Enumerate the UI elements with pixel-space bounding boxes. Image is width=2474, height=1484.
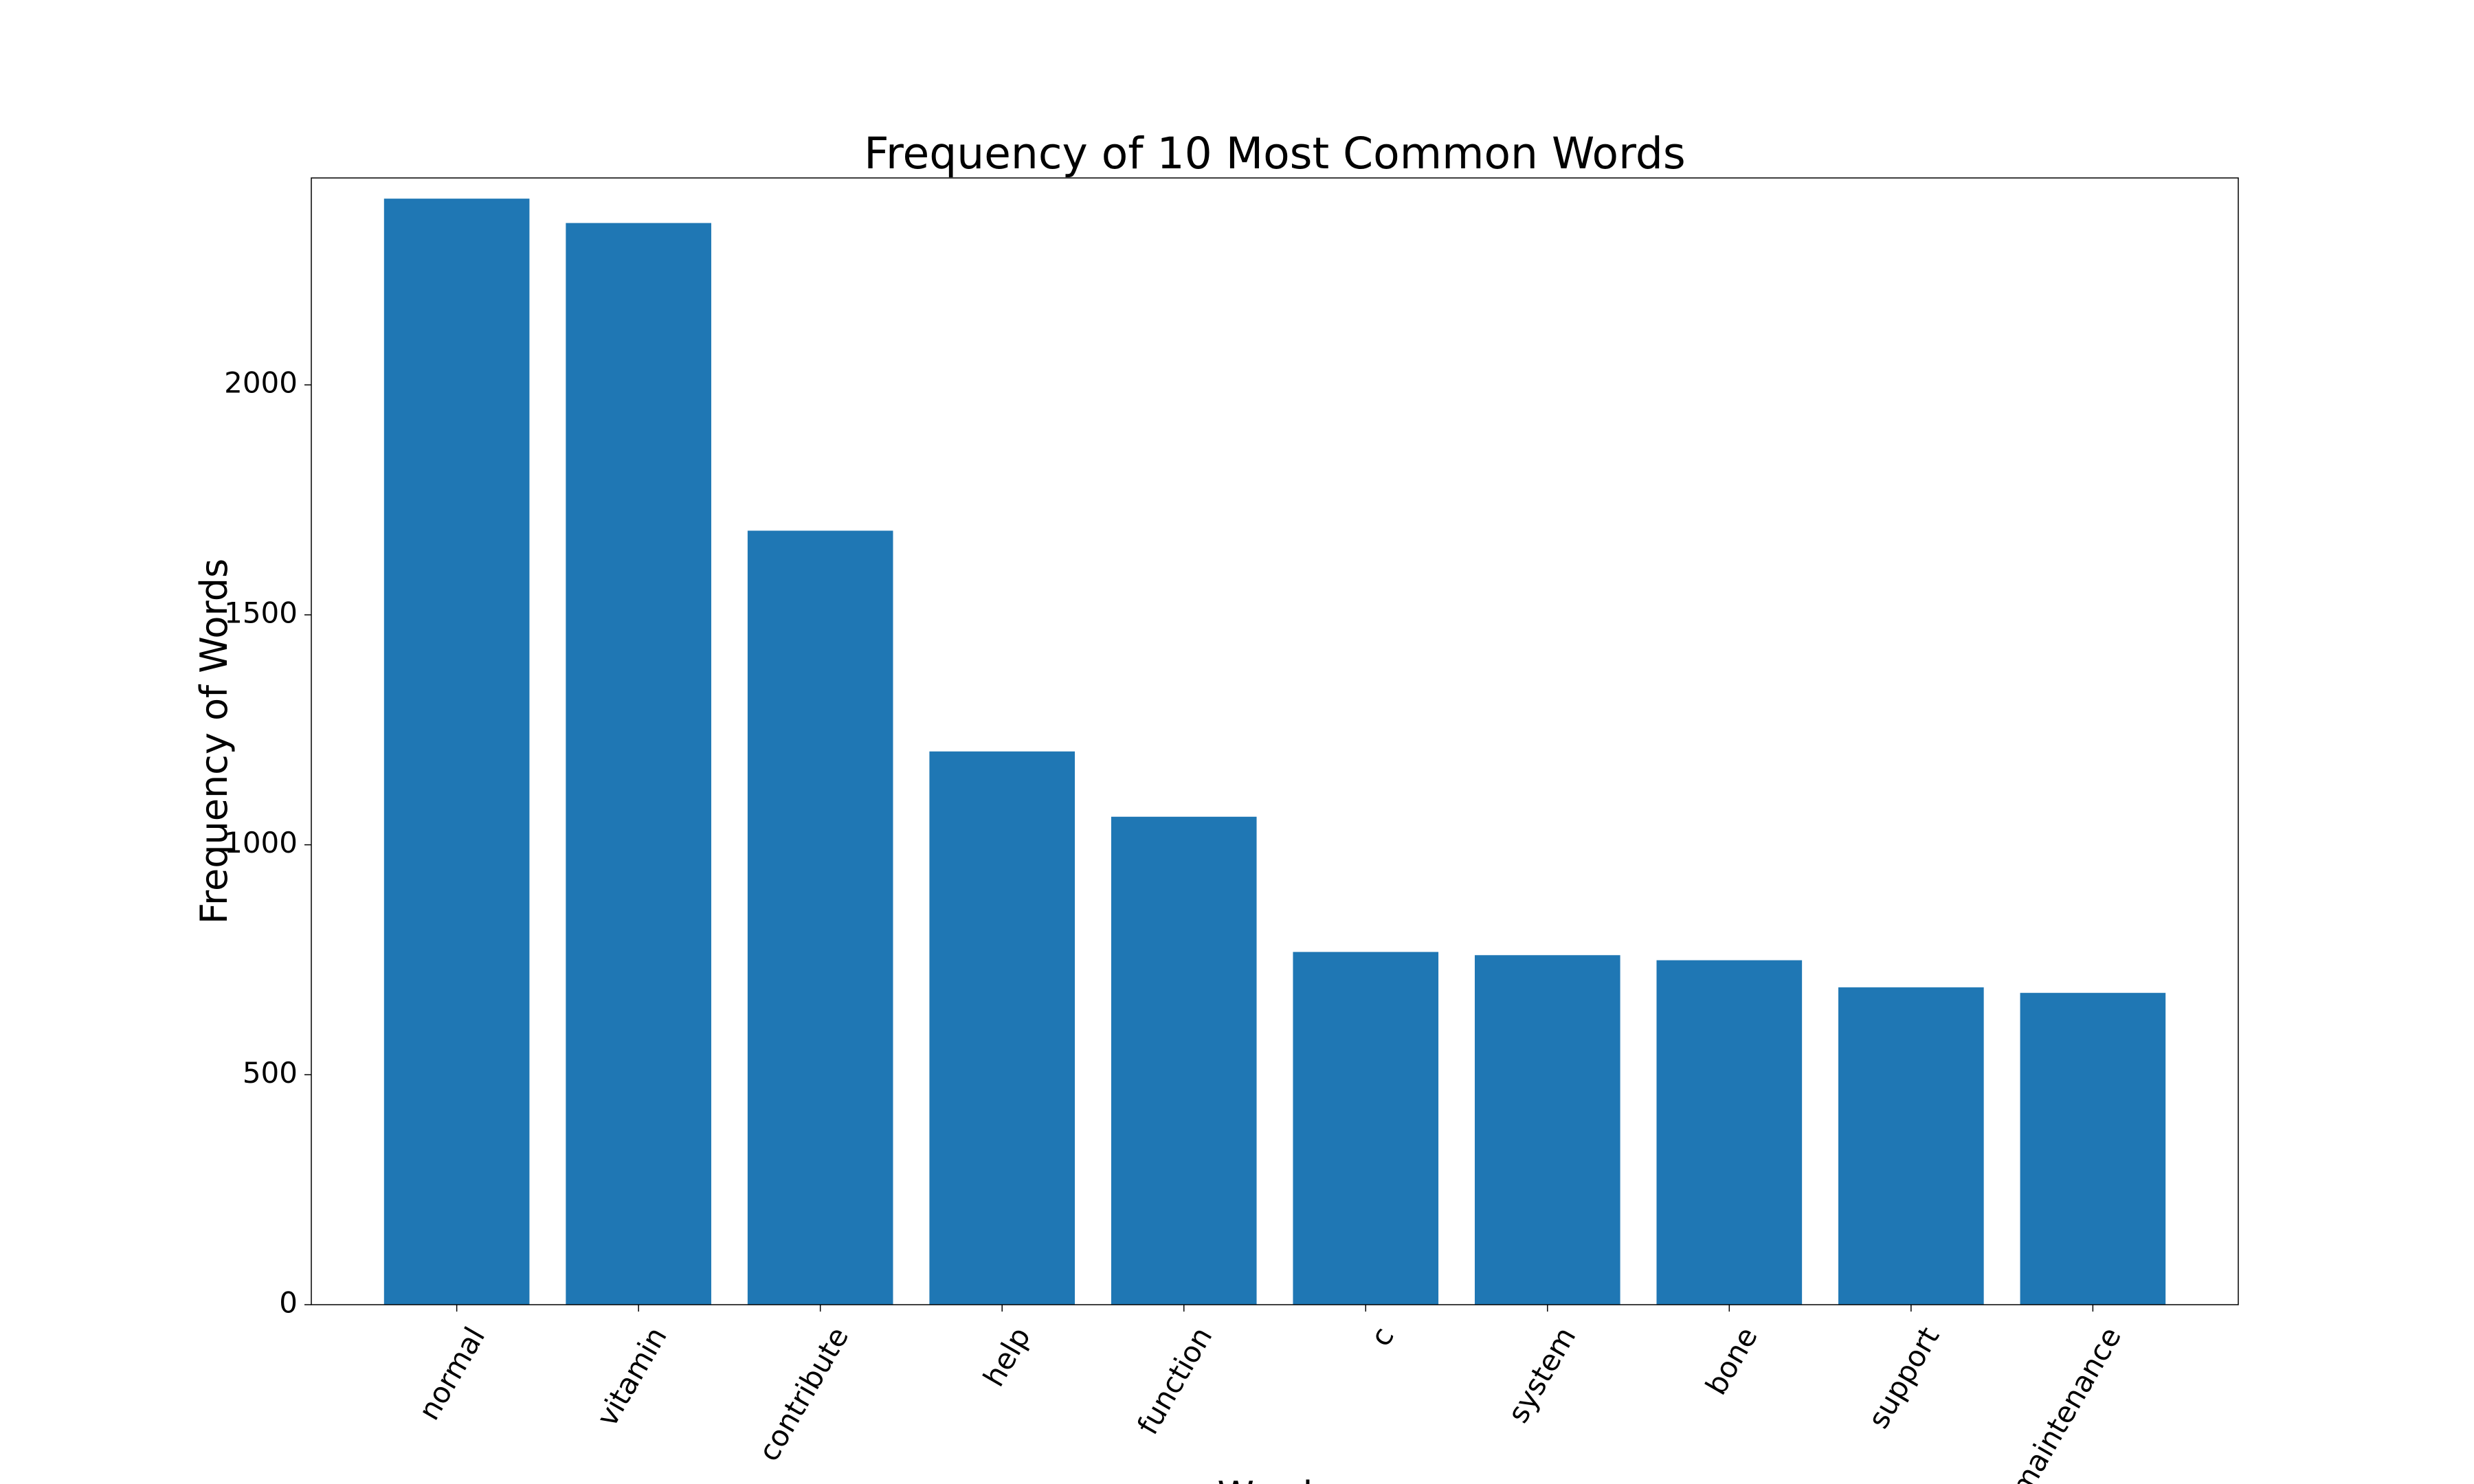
x-tick-label: support — [1861, 1321, 1946, 1434]
x-tick-label: bone — [1699, 1321, 1764, 1400]
bar-c — [1293, 952, 1439, 1305]
y-tick-label: 1500 — [224, 596, 298, 629]
x-axis-ticks: normal vitamin contribute help function c syst… — [412, 1305, 2128, 1484]
bar-function — [1111, 816, 1257, 1305]
plot-frame — [311, 177, 2239, 1305]
x-tick-label: system — [1501, 1321, 1582, 1428]
y-tick-label: 1000 — [224, 826, 298, 859]
y-tick-label: 2000 — [224, 366, 298, 400]
bar-contribute — [747, 530, 893, 1305]
bar-maintenance — [2020, 993, 2166, 1305]
bar-bone — [1656, 960, 1803, 1305]
x-tick-label: contribute — [752, 1321, 856, 1467]
x-axis-title: Words — [1218, 1474, 1333, 1484]
bar-normal — [383, 199, 530, 1305]
x-tick-label: help — [977, 1321, 1037, 1392]
bar-help — [929, 751, 1076, 1305]
y-tick-label: 500 — [243, 1056, 298, 1090]
bar-support — [1838, 987, 1984, 1305]
x-tick-label: maintenance — [2004, 1321, 2128, 1484]
x-tick-label: normal — [412, 1321, 491, 1426]
chart-title: Frequency of 10 Most Common Words — [864, 128, 1685, 179]
y-axis-title: Frequency of Words — [192, 559, 236, 924]
bar-vitamin — [566, 223, 711, 1305]
y-axis-ticks: 0 500 1000 1500 2000 — [224, 366, 311, 1320]
bar-system — [1474, 955, 1620, 1305]
x-tick-label: function — [1130, 1321, 1218, 1440]
y-tick-label: 0 — [279, 1286, 298, 1320]
x-tick-label: vitamin — [590, 1321, 673, 1432]
x-tick-label: c — [1363, 1321, 1401, 1351]
bars-group — [383, 199, 2166, 1305]
